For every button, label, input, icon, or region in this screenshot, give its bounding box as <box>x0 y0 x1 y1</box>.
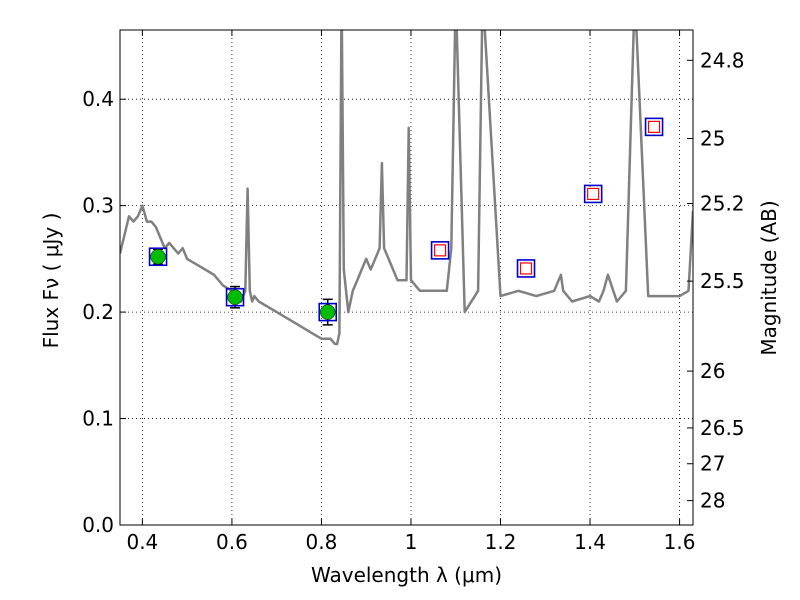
x-tick-label: 1.2 <box>485 530 517 554</box>
right-tick-label: 25.5 <box>700 269 745 293</box>
y-tick-label: 0.2 <box>82 300 114 324</box>
data-marker <box>150 248 166 265</box>
upper-limit-marker <box>433 244 447 257</box>
x-tick-label: 1.4 <box>574 530 606 554</box>
upper-limit-point <box>430 241 450 260</box>
photometry-point <box>225 285 245 309</box>
y-tick-label: 0.4 <box>82 87 114 111</box>
photometry-point <box>318 298 338 326</box>
plot-frame <box>119 29 694 526</box>
upper-limit-point <box>583 184 603 204</box>
x-tick-label: 0.8 <box>306 530 338 554</box>
x-tick-label: 1 <box>405 530 418 554</box>
model-box <box>225 287 245 307</box>
spectrum-line <box>120 30 693 346</box>
model-box <box>148 247 168 267</box>
data-marker <box>319 304 336 320</box>
model-box <box>318 302 338 322</box>
photometry-point <box>148 247 168 267</box>
right-tick-label: 26.5 <box>700 416 745 440</box>
x-tick-label: 1.6 <box>664 530 696 554</box>
right-tick-label: 28 <box>700 489 725 513</box>
upper-limit-marker <box>519 262 533 275</box>
model-box <box>430 241 450 260</box>
upper-limit-marker <box>647 120 661 133</box>
model-box <box>516 259 536 278</box>
right-tick-label: 27 <box>700 452 725 476</box>
upper-limit-point <box>516 259 536 278</box>
right-tick-label: 26 <box>700 359 725 383</box>
right-axis-label: Magnitude (AB) <box>757 200 781 355</box>
y-tick-label: 0.3 <box>82 194 114 218</box>
upper-limit-marker <box>587 187 600 201</box>
model-box <box>644 117 664 137</box>
x-axis-label: Wavelength λ (μm) <box>311 563 502 587</box>
y-tick-label: 0.1 <box>82 407 114 431</box>
model-box <box>583 184 603 204</box>
x-tick-label: 0.6 <box>216 530 248 554</box>
data-marker <box>227 289 243 305</box>
y-axis-label: Flux Fν ( μJy ) <box>39 213 63 349</box>
plot-area <box>120 30 693 346</box>
x-tick-label: 0.4 <box>126 530 158 554</box>
right-tick-label: 25 <box>700 126 725 150</box>
right-tick-label: 25.2 <box>700 192 745 216</box>
upper-limit-point <box>644 117 664 137</box>
right-tick-label: 24.8 <box>700 48 745 72</box>
axes: 0.4 0.6 0.8 1 1.2 1.4 1.6 0.0 0.1 0.2 0.3 0.4 24.8 25… <box>82 30 745 554</box>
grid <box>120 30 693 526</box>
y-tick-label: 0.0 <box>82 513 114 537</box>
